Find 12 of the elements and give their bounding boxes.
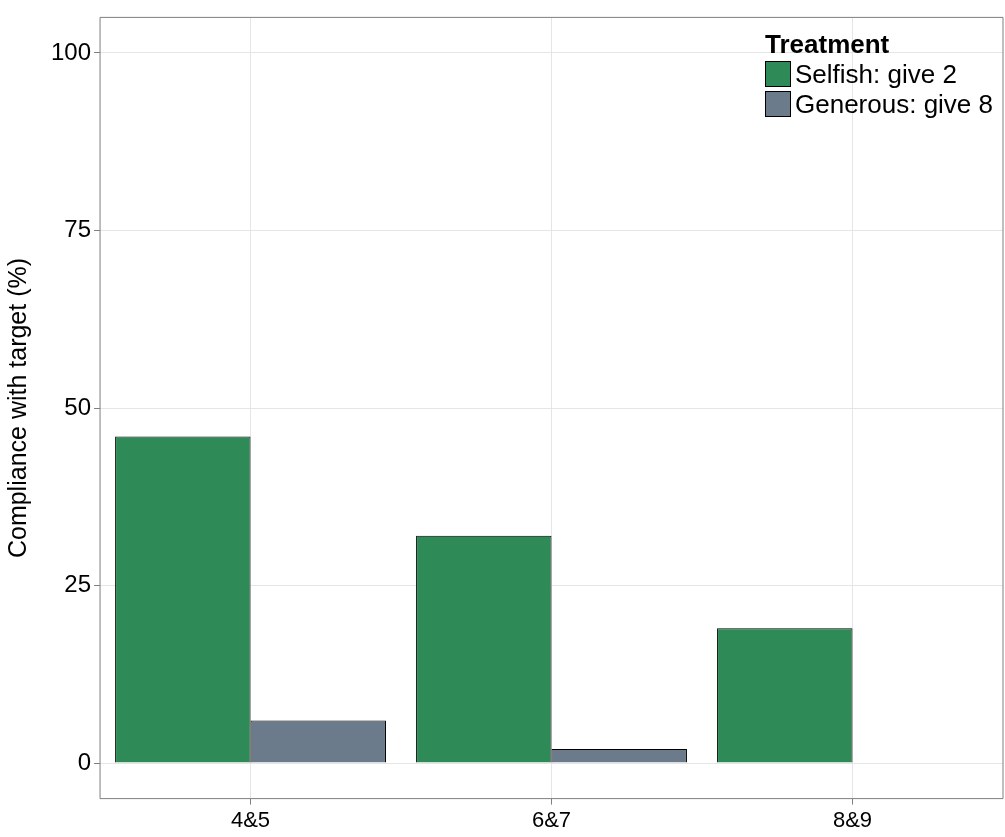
x-tick-label: 4&5 — [230, 806, 271, 832]
legend-label: Selfish: give 2 — [795, 59, 957, 90]
legend-title: Treatment — [765, 29, 891, 60]
y-tick-label: 100 — [51, 37, 92, 65]
y-tick-label: 50 — [64, 392, 92, 420]
legend-label: Generous: give 8 — [795, 89, 994, 120]
y-tick-label: 75 — [64, 215, 92, 243]
y-axis-title: Compliance with target (%) — [2, 257, 31, 559]
x-tick-label: 6&7 — [531, 806, 572, 832]
x-tick-label: 8&9 — [832, 806, 873, 832]
y-tick-label: 25 — [64, 570, 92, 598]
y-tick-label: 0 — [77, 747, 92, 775]
